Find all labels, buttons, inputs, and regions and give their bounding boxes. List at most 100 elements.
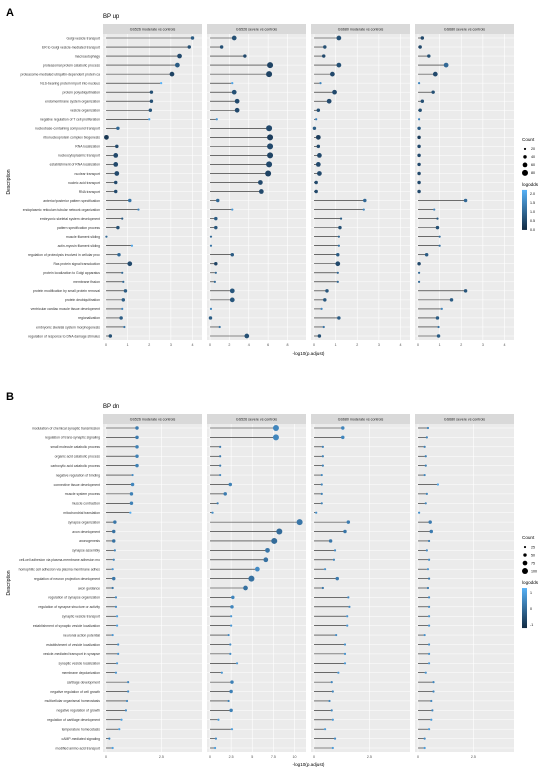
chart-b-legend-count-key xyxy=(523,545,527,549)
chart-a-point xyxy=(231,35,237,41)
chart-a-point xyxy=(417,82,421,85)
chart-b-category-label: negative regulation of binding xyxy=(56,473,100,477)
chart-b-point xyxy=(111,633,114,637)
chart-b-tick-label: 10 xyxy=(293,755,297,759)
chart-a-title: BP up xyxy=(103,14,120,20)
chart-a-panel-letter: A xyxy=(6,7,14,19)
chart-b-facet-strip xyxy=(207,414,306,424)
chart-a-point xyxy=(267,152,274,159)
chart-a-point xyxy=(337,235,340,238)
chart-b-point xyxy=(424,502,427,505)
chart-b-point xyxy=(219,455,222,458)
chart-a-point xyxy=(417,135,421,140)
chart-a-point xyxy=(266,71,273,78)
chart-b-point xyxy=(427,577,431,580)
chart-b-point xyxy=(117,652,120,655)
chart-a-point xyxy=(420,99,425,103)
chart-a-point xyxy=(231,208,234,211)
chart-b-legend-count-label: 75 xyxy=(531,561,535,565)
chart-a-point xyxy=(316,144,321,149)
chart-a-category-label: protein deubiquitination xyxy=(65,298,100,302)
chart-b-point xyxy=(127,681,130,684)
chart-a-point xyxy=(127,261,133,267)
chart-b-legend-logodds-title: logodds xyxy=(522,580,539,585)
chart-b-point xyxy=(114,605,118,608)
chart-a-point xyxy=(209,244,213,247)
chart-a-point xyxy=(108,334,113,338)
chart-b-point xyxy=(427,728,431,731)
chart-b-point xyxy=(418,511,421,514)
chart-a-legend-count-key xyxy=(522,162,528,168)
chart-b-point xyxy=(341,435,345,440)
chart-b-point xyxy=(235,662,239,665)
chart-a-point xyxy=(417,171,421,176)
chart-a-point xyxy=(332,89,337,95)
chart-a-tick-label: 0 xyxy=(313,343,315,347)
chart-a-point xyxy=(267,134,274,141)
chart-a-facet-panel xyxy=(207,34,306,340)
chart-b-point xyxy=(343,529,347,534)
chart-a-tick-label: 0 xyxy=(209,343,211,347)
chart-a-category-label: nucleobase-containing compound transport xyxy=(35,127,100,131)
chart-b-facet-strip xyxy=(311,414,410,424)
chart-b-tick-label: 2.5 xyxy=(229,755,234,759)
chart-a-point xyxy=(215,118,218,121)
chart-b-point xyxy=(129,492,134,496)
chart-a-point xyxy=(229,297,235,303)
chart-b-point xyxy=(112,558,115,561)
chart-a-point xyxy=(209,235,213,238)
chart-a-legend-count-key xyxy=(523,155,527,159)
chart-a-legend-logodds-label: 1.0 xyxy=(530,210,535,214)
chart-a-point xyxy=(104,134,109,140)
chart-b-point xyxy=(230,624,233,627)
chart-b-category-label: regulation of synapse organization xyxy=(48,596,100,600)
chart-b-point xyxy=(214,737,218,740)
chart-a-point xyxy=(438,235,441,238)
chart-b-point xyxy=(320,502,323,505)
chart-a-category-label: RNA transport xyxy=(79,190,100,194)
chart-b-category-label: modulation of chemical synaptic transmis… xyxy=(32,426,100,430)
chart-b-point xyxy=(243,585,248,591)
chart-b-xlabel: -log10(p.adjust) xyxy=(293,762,325,767)
chart-b-legend-count-key xyxy=(522,560,528,566)
chart-b-point xyxy=(320,483,323,486)
chart-b-point xyxy=(333,549,337,552)
chart-a-tick-label: 4 xyxy=(192,343,194,347)
chart-a-point xyxy=(266,125,273,132)
chart-a-point xyxy=(149,99,154,103)
chart-b-point xyxy=(113,520,117,524)
chart-b-point xyxy=(230,680,234,684)
chart-a-facet-panel xyxy=(103,34,202,340)
chart-a-point xyxy=(229,288,235,294)
chart-a-point xyxy=(427,54,431,58)
chart-b-point xyxy=(130,482,135,487)
chart-a-point xyxy=(323,45,327,49)
chart-b-tick-label: 5 xyxy=(251,755,253,759)
chart-b-point xyxy=(432,690,435,693)
chart-b-point xyxy=(135,435,139,440)
chart-b-point xyxy=(217,718,220,721)
chart-b-point xyxy=(219,464,222,467)
chart-b-legend-count-label: 50 xyxy=(531,553,535,557)
chart-a-category-label: NLS-bearing protein import into nucleus xyxy=(40,81,100,85)
chart-a-tick-label: 4 xyxy=(400,343,402,347)
chart-b-point xyxy=(263,557,269,563)
chart-b-point xyxy=(430,718,433,721)
chart-a-point xyxy=(417,118,421,121)
chart-a-category-label: proteasome-mediated ubiquitin-dependent … xyxy=(20,72,100,76)
chart-b-category-label: regulation of synapse structure or activ… xyxy=(38,605,100,609)
chart-a-point xyxy=(137,208,140,211)
chart-b-category-label: membrane depolarization xyxy=(62,671,100,675)
chart-b-point xyxy=(348,605,351,608)
chart-a-point xyxy=(265,170,272,177)
chart-b-point xyxy=(320,473,323,477)
chart-a-point xyxy=(449,298,454,302)
chart-a-point xyxy=(436,217,439,220)
chart-b-point xyxy=(115,662,119,665)
chart-a-point xyxy=(314,180,318,185)
chart-a-point xyxy=(435,316,440,320)
chart-a-legend-colorbar xyxy=(522,189,527,230)
chart-a-legend-count-label: 40 xyxy=(531,155,535,159)
chart-b-point xyxy=(135,445,139,449)
chart-a-legend-count-label: 60 xyxy=(531,163,535,167)
